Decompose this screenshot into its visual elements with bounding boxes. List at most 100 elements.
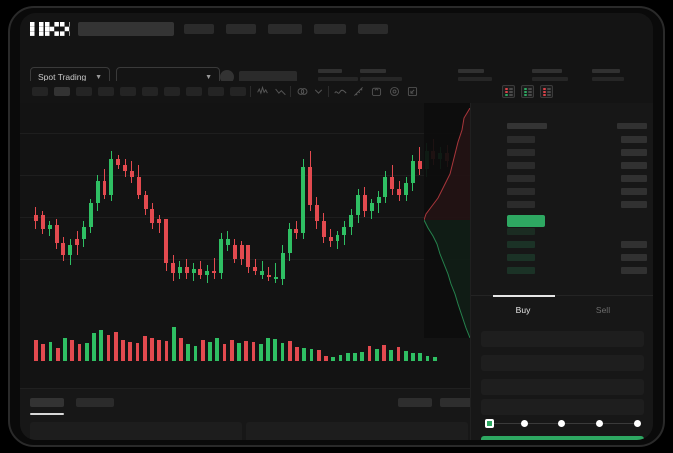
tab-sell[interactable]: Sell <box>595 305 611 315</box>
slider-handle-0[interactable] <box>485 419 494 428</box>
volume-bar <box>142 336 147 361</box>
volume-bar <box>353 352 357 361</box>
market-stat-0 <box>318 69 358 81</box>
slider-dot-2[interactable] <box>558 420 565 427</box>
candle-body <box>205 271 210 275</box>
timeframe-7[interactable] <box>186 87 202 96</box>
timeframe-5[interactable] <box>142 87 158 96</box>
slider-dot-3[interactable] <box>596 420 603 427</box>
timeframe-8[interactable] <box>208 87 224 96</box>
okx-logo[interactable] <box>30 22 70 36</box>
trade-field-2[interactable] <box>481 379 644 395</box>
timeframe-0[interactable] <box>32 87 48 96</box>
settings-icon[interactable] <box>388 85 401 98</box>
volume-bar <box>186 344 191 361</box>
orders-body-right <box>246 422 468 440</box>
candle-body <box>321 221 326 237</box>
nav-item-0[interactable] <box>184 24 214 34</box>
candle-body <box>61 243 66 255</box>
trade-form-tabs <box>471 295 653 324</box>
timeframe-2[interactable] <box>76 87 92 96</box>
trade-field-0[interactable] <box>481 331 644 347</box>
candle-body <box>273 277 278 279</box>
candle-body <box>390 177 395 189</box>
orders-tab-active-underline <box>30 413 64 415</box>
volume-bar <box>316 349 321 361</box>
volume-bar <box>92 332 96 361</box>
orderbook-both-icon[interactable] <box>502 85 515 98</box>
candle-body <box>314 205 319 221</box>
candle-body <box>404 183 408 195</box>
orderbook-bid-price[interactable] <box>507 267 535 274</box>
volume-bar <box>164 341 169 361</box>
orderbook-ask-price[interactable] <box>507 149 535 156</box>
orderbook-bids-icon[interactable] <box>521 85 534 98</box>
orders-tab-0[interactable] <box>30 398 64 407</box>
candle-body <box>410 161 415 183</box>
orderbook-col-header-price <box>507 123 547 129</box>
chart-type-icon[interactable] <box>274 85 287 98</box>
candle-body <box>129 171 134 177</box>
submit-order-button[interactable] <box>481 436 644 440</box>
trade-field-3[interactable] <box>481 399 644 415</box>
candle-wick <box>261 261 263 279</box>
trade-field-1[interactable] <box>481 355 644 371</box>
timeframe-9[interactable] <box>230 87 246 96</box>
orderbook-bid-price[interactable] <box>507 241 535 248</box>
orderbook-last-price <box>507 215 545 227</box>
volume-bar <box>128 342 133 361</box>
search-input[interactable] <box>78 22 174 36</box>
timeframe-1[interactable] <box>54 87 70 96</box>
price-chart-panel[interactable] <box>20 103 470 388</box>
volume-bar <box>215 338 220 361</box>
volume-bar <box>367 345 372 361</box>
orderbook-bid-price[interactable] <box>507 228 535 235</box>
market-stat-3 <box>532 69 568 81</box>
candle-body <box>116 159 121 165</box>
candle-body <box>342 227 347 235</box>
orderbook-ask-price[interactable] <box>507 136 535 143</box>
volume-bar <box>34 340 38 361</box>
orders-action-1[interactable] <box>440 398 472 407</box>
candle-body <box>123 165 128 171</box>
alert-icon[interactable] <box>370 85 383 98</box>
amount-slider[interactable] <box>483 419 643 429</box>
orderbook-ask-price[interactable] <box>507 201 535 208</box>
volume-bar <box>70 340 75 361</box>
volume-bar <box>55 347 60 361</box>
chevron-down-icon[interactable] <box>312 85 325 98</box>
volume-bar <box>382 344 386 361</box>
order-book[interactable] <box>471 123 653 293</box>
slider-dot-4[interactable] <box>634 420 641 427</box>
orderbook-ask-amount <box>621 149 647 156</box>
slider-dot-1[interactable] <box>521 420 528 427</box>
orders-tab-1[interactable] <box>76 398 114 407</box>
orderbook-ask-price[interactable] <box>507 162 535 169</box>
orderbook-ask-price[interactable] <box>507 188 535 195</box>
orderbook-col-header-amount <box>617 123 647 129</box>
depth-ask-area <box>424 108 470 220</box>
nav-item-3[interactable] <box>314 24 346 34</box>
compare-icon[interactable] <box>296 85 309 98</box>
nav-item-2[interactable] <box>268 24 302 34</box>
candle-body <box>102 181 107 195</box>
timeframe-4[interactable] <box>120 87 136 96</box>
nav-item-4[interactable] <box>358 24 388 34</box>
orderbook-ask-amount <box>621 175 647 182</box>
orderbook-ask-price[interactable] <box>507 175 535 182</box>
indicators-icon[interactable] <box>256 85 269 98</box>
fullscreen-icon[interactable] <box>406 85 419 98</box>
orderbook-ask-amount <box>621 188 647 195</box>
orders-action-0[interactable] <box>398 398 432 407</box>
nav-item-1[interactable] <box>226 24 256 34</box>
timeframe-3[interactable] <box>98 87 114 96</box>
candle-body <box>171 263 176 273</box>
tab-buy[interactable]: Buy <box>515 305 531 315</box>
orderbook-asks-icon[interactable] <box>540 85 553 98</box>
line-chart-icon[interactable] <box>334 85 347 98</box>
timeframe-6[interactable] <box>164 87 180 96</box>
orderbook-bid-price[interactable] <box>507 254 535 261</box>
measure-icon[interactable] <box>352 85 365 98</box>
candle-body <box>376 197 381 203</box>
volume-bar <box>302 347 307 361</box>
